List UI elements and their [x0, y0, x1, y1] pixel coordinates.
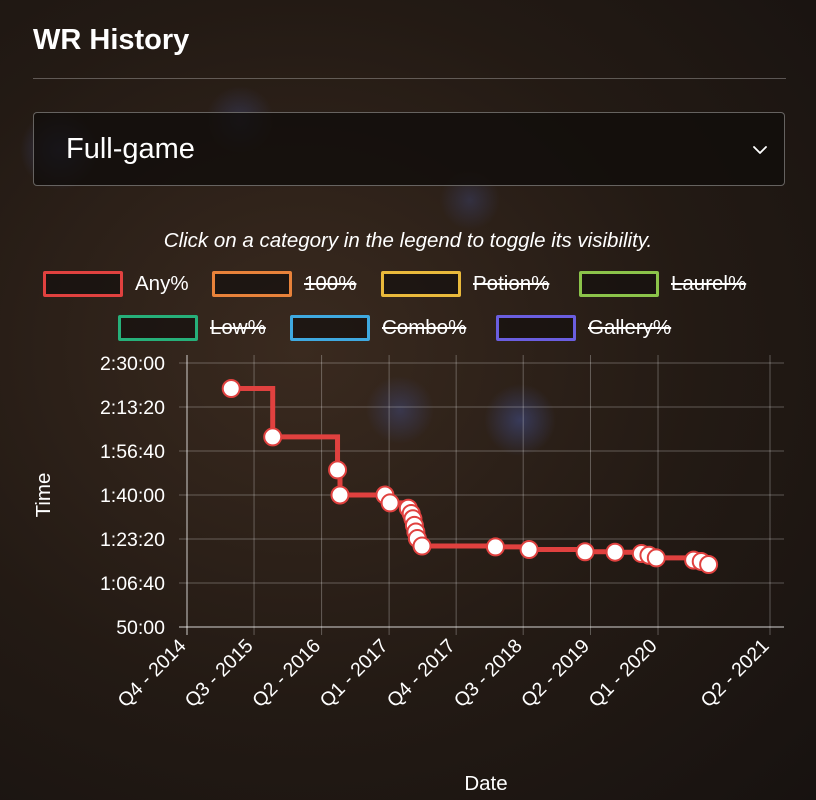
category-select[interactable]: Full-game: [33, 112, 785, 186]
y-tick-label: 50:00: [116, 617, 165, 639]
y-tick-label: 1:40:00: [100, 485, 165, 507]
y-tick-label: 1:56:40: [100, 441, 165, 463]
data-point: [328, 460, 348, 480]
title-divider: [33, 78, 786, 79]
chevron-down-icon: [753, 146, 767, 154]
legend-label: Combo%: [382, 316, 467, 339]
x-tick-label: Q2 - 2021: [697, 635, 774, 712]
legend-swatch: [381, 271, 461, 297]
legend-swatch: [212, 271, 292, 297]
chart-grid: [179, 355, 784, 635]
x-tick-label: Q3 - 2015: [181, 635, 258, 712]
y-tick-label: 2:13:20: [100, 397, 165, 419]
x-axis-title: Date: [464, 772, 507, 795]
data-point: [605, 542, 625, 562]
data-point: [485, 537, 505, 557]
data-point: [380, 493, 400, 513]
data-point: [699, 555, 719, 575]
legend-label: Gallery%: [588, 316, 672, 339]
y-tick-label: 1:06:40: [100, 573, 165, 595]
y-tick-label: 1:23:20: [100, 529, 165, 551]
legend-label: Any%: [135, 272, 189, 295]
y-tick-label: 2:30:00: [100, 353, 165, 375]
data-point: [412, 536, 432, 556]
data-point: [519, 540, 539, 560]
data-point: [646, 548, 666, 568]
data-point: [263, 427, 283, 447]
legend-swatch: [579, 271, 659, 297]
legend-label: Low%: [210, 316, 266, 339]
page-title: WR History: [33, 24, 190, 56]
y-axis-title: Time: [32, 473, 55, 518]
x-tick-label: Q4 - 2017: [383, 635, 460, 712]
x-tick-label: Q3 - 2018: [450, 635, 527, 712]
data-point: [575, 542, 595, 562]
x-tick-label: Q1 - 2017: [316, 635, 393, 712]
x-tick-label: Q1 - 2020: [585, 635, 662, 712]
data-point: [330, 485, 350, 505]
legend-hint: Click on a category in the legend to tog…: [163, 229, 653, 252]
data-point: [221, 379, 241, 399]
legend-label: Laurel%: [671, 272, 747, 295]
category-select-value: Full-game: [66, 133, 195, 165]
wr-history-chart: 2:30:00 2:13:20 1:56:40 1:40:00 1:23:20 1:06:…: [32, 353, 784, 795]
legend-label: 100%: [304, 272, 357, 295]
legend-swatch: [43, 271, 123, 297]
x-tick-label: Q2 - 2019: [517, 635, 594, 712]
x-tick-label: Q2 - 2016: [248, 635, 325, 712]
legend-swatch: [118, 315, 198, 341]
series-line-any: [231, 386, 712, 565]
legend-swatch: [496, 315, 576, 341]
legend-label: Potion%: [473, 272, 550, 295]
legend-swatch: [290, 315, 370, 341]
x-tick-label: Q4 - 2014: [114, 635, 191, 712]
